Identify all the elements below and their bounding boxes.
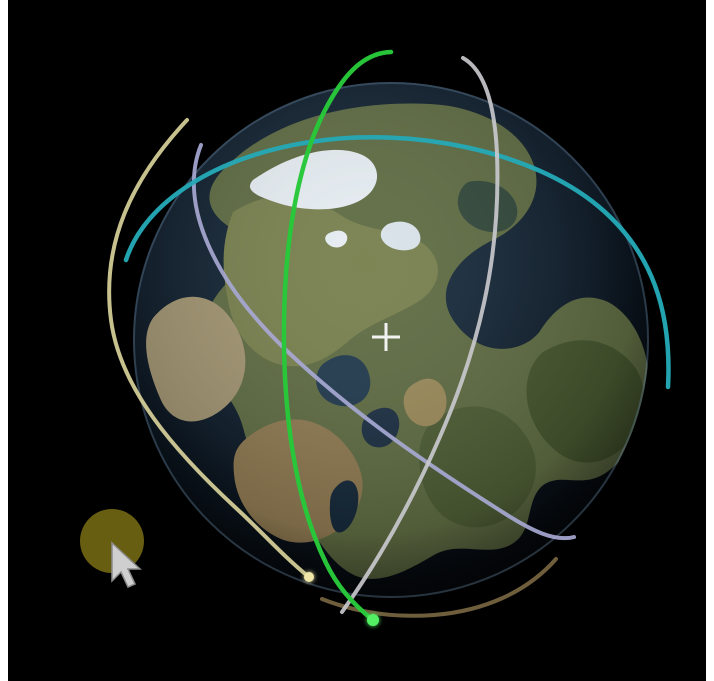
crosshair-icon [371,322,401,352]
3d-globe-viewport[interactable] [8,0,706,681]
lavender-orbit[interactable] [191,143,576,541]
silver-orbit[interactable] [340,56,500,614]
green-orbit[interactable] [281,49,394,623]
orbit-layer [107,49,671,626]
atmosphere-rim [133,82,649,598]
earth-globe[interactable] [133,82,649,598]
globe-shading [133,82,649,598]
tan-orbit[interactable] [320,557,558,618]
pale-yellow-orbit[interactable] [107,118,311,579]
mouse-pointer-icon [111,541,142,588]
green-satellite-marker[interactable] [367,614,379,626]
earth-globe-svg [133,82,649,598]
scene[interactable] [8,0,706,681]
cyan-orbit[interactable] [123,135,671,390]
yellow-satellite-marker[interactable] [304,572,314,582]
